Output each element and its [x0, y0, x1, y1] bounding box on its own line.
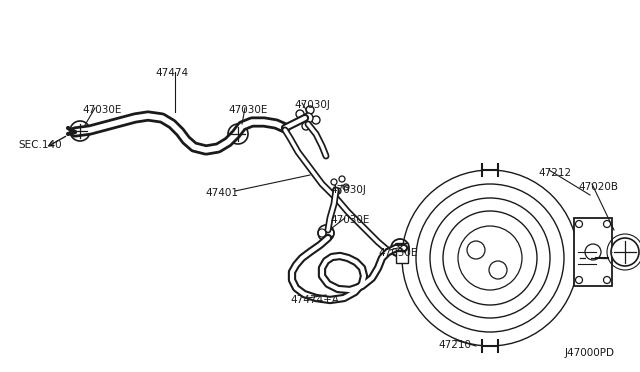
Circle shape: [391, 239, 409, 257]
Text: J47000PD: J47000PD: [565, 348, 615, 358]
Circle shape: [585, 244, 601, 260]
Text: 47030E: 47030E: [378, 248, 417, 258]
Circle shape: [302, 122, 310, 130]
Circle shape: [312, 116, 320, 124]
Text: 47401: 47401: [205, 188, 238, 198]
Circle shape: [318, 225, 334, 241]
Circle shape: [611, 238, 639, 266]
Text: 47020B: 47020B: [578, 182, 618, 192]
Circle shape: [331, 179, 337, 185]
Circle shape: [604, 276, 611, 283]
Text: 47474: 47474: [155, 68, 188, 78]
Text: SEC.140: SEC.140: [18, 140, 61, 150]
Circle shape: [70, 121, 90, 141]
Circle shape: [575, 221, 582, 228]
Text: 47030E: 47030E: [330, 215, 369, 225]
Circle shape: [604, 221, 611, 228]
Circle shape: [228, 124, 248, 144]
FancyBboxPatch shape: [396, 243, 408, 263]
Circle shape: [296, 110, 304, 118]
Circle shape: [575, 276, 582, 283]
Circle shape: [335, 188, 341, 194]
Circle shape: [303, 113, 313, 123]
Text: 47030J: 47030J: [330, 185, 366, 195]
Text: 47474+A: 47474+A: [290, 295, 339, 305]
Text: 47210: 47210: [438, 340, 471, 350]
Text: 47212: 47212: [538, 168, 571, 178]
FancyBboxPatch shape: [574, 218, 612, 286]
Circle shape: [343, 184, 349, 190]
Circle shape: [339, 176, 345, 182]
Text: 47030E: 47030E: [82, 105, 122, 115]
FancyBboxPatch shape: [578, 240, 596, 276]
Text: 47030E: 47030E: [228, 105, 268, 115]
Circle shape: [306, 106, 314, 114]
Text: 47030J: 47030J: [294, 100, 330, 110]
